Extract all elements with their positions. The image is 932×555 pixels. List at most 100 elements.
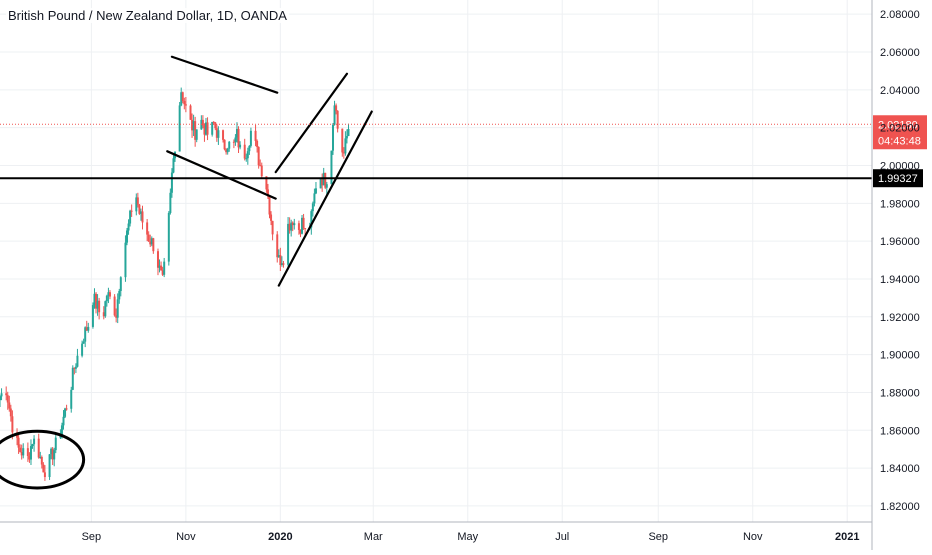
y-tick-label: 2.00000: [880, 160, 920, 172]
drawings[interactable]: [0, 55, 373, 490]
candle-body: [64, 408, 67, 417]
candle-body: [212, 121, 215, 123]
candle-body: [17, 437, 20, 448]
candle-body: [139, 211, 142, 214]
candle-body: [169, 192, 172, 213]
candle-body: [347, 128, 350, 137]
candle-body: [95, 293, 98, 309]
candle-body: [192, 121, 195, 131]
candle-body: [0, 396, 1, 401]
y-tick-label: 2.04000: [880, 85, 920, 97]
candle-body: [345, 136, 348, 139]
candle-body: [243, 144, 246, 159]
candle-body: [22, 448, 25, 456]
candle-body: [257, 147, 260, 166]
candle-body: [225, 149, 228, 153]
candle-body: [234, 137, 237, 142]
y-tick-label: 1.96000: [880, 236, 920, 248]
candle-body: [39, 456, 42, 458]
candle-body: [51, 448, 54, 460]
candle-body: [161, 270, 164, 275]
candle-body: [84, 327, 87, 342]
candle-body: [136, 197, 139, 205]
candle-body: [28, 455, 31, 460]
candle-body: [277, 255, 280, 258]
candle-body: [65, 408, 68, 410]
candle-body: [141, 211, 144, 223]
candle-body: [203, 125, 206, 135]
candle-body: [195, 129, 198, 140]
candle-body: [287, 223, 290, 265]
candle-body: [127, 223, 130, 231]
trendline-drawing: [274, 72, 349, 174]
candle-body: [304, 228, 307, 230]
candle-body: [163, 261, 166, 275]
candle-body: [130, 210, 133, 212]
candle-body: [124, 242, 127, 278]
candle-body: [87, 326, 90, 331]
candle-body: [116, 299, 119, 318]
candle-body: [48, 454, 51, 478]
candle-body: [172, 158, 175, 173]
candle-body: [324, 172, 327, 188]
candle-body: [341, 128, 344, 153]
candle-body: [19, 447, 22, 452]
countdown-text: 04:43:48: [878, 135, 921, 147]
candle-body: [96, 300, 99, 309]
candle-body: [40, 456, 43, 465]
x-tick-label: Jul: [555, 531, 569, 543]
y-tick-label: 2.02000: [880, 123, 920, 135]
level-lines: 1.99327 2.02180 04:43:48: [0, 115, 927, 188]
candle-body: [26, 448, 29, 456]
candle-body: [118, 290, 121, 300]
candle-body: [170, 172, 173, 193]
candle-body: [152, 238, 155, 252]
candle-body: [256, 140, 259, 148]
candle-body: [226, 148, 229, 153]
candle-body: [237, 128, 240, 148]
candle-body: [201, 119, 204, 126]
y-tick-label: 1.94000: [880, 274, 920, 286]
y-tick-label: 2.08000: [880, 9, 920, 21]
candle-body: [311, 203, 314, 212]
candle-body: [235, 128, 238, 138]
candle-body: [280, 263, 283, 265]
candle-body: [189, 105, 192, 120]
x-tick-label: Sep: [82, 531, 102, 543]
candle-body: [314, 188, 317, 194]
trendline-drawing: [277, 110, 373, 287]
candle-body: [37, 438, 40, 458]
candle-body: [76, 355, 79, 367]
candle-body: [228, 141, 231, 149]
candle-body: [91, 305, 94, 327]
candle-body: [135, 197, 138, 212]
candle-body: [98, 300, 101, 313]
candle-body: [29, 446, 32, 460]
candle-body: [62, 416, 65, 426]
candle-body: [31, 444, 34, 447]
candle-body: [115, 315, 118, 318]
candle-body: [129, 210, 132, 224]
candle-body: [342, 152, 345, 154]
axes: 2.08000 2.06000 2.04000 2.02000 2.00000 1.980…: [0, 0, 920, 550]
candle-body: [0, 393, 3, 397]
candle-body: [70, 389, 73, 409]
candle-body: [279, 255, 282, 265]
level-price-tag: [873, 169, 923, 188]
candle-body: [158, 265, 161, 268]
y-tick-label: 1.90000: [880, 350, 920, 362]
candle-body: [336, 110, 339, 129]
candle-body: [149, 241, 152, 245]
candle-body: [20, 451, 23, 456]
candle-body: [183, 100, 186, 105]
candle-body: [299, 229, 302, 234]
candle-body: [8, 402, 11, 409]
candle-body: [206, 122, 209, 135]
candle-body: [291, 222, 294, 226]
candle-body: [214, 122, 217, 129]
candle-body: [293, 223, 296, 226]
candle-body: [181, 92, 184, 101]
candle-body: [126, 230, 129, 243]
